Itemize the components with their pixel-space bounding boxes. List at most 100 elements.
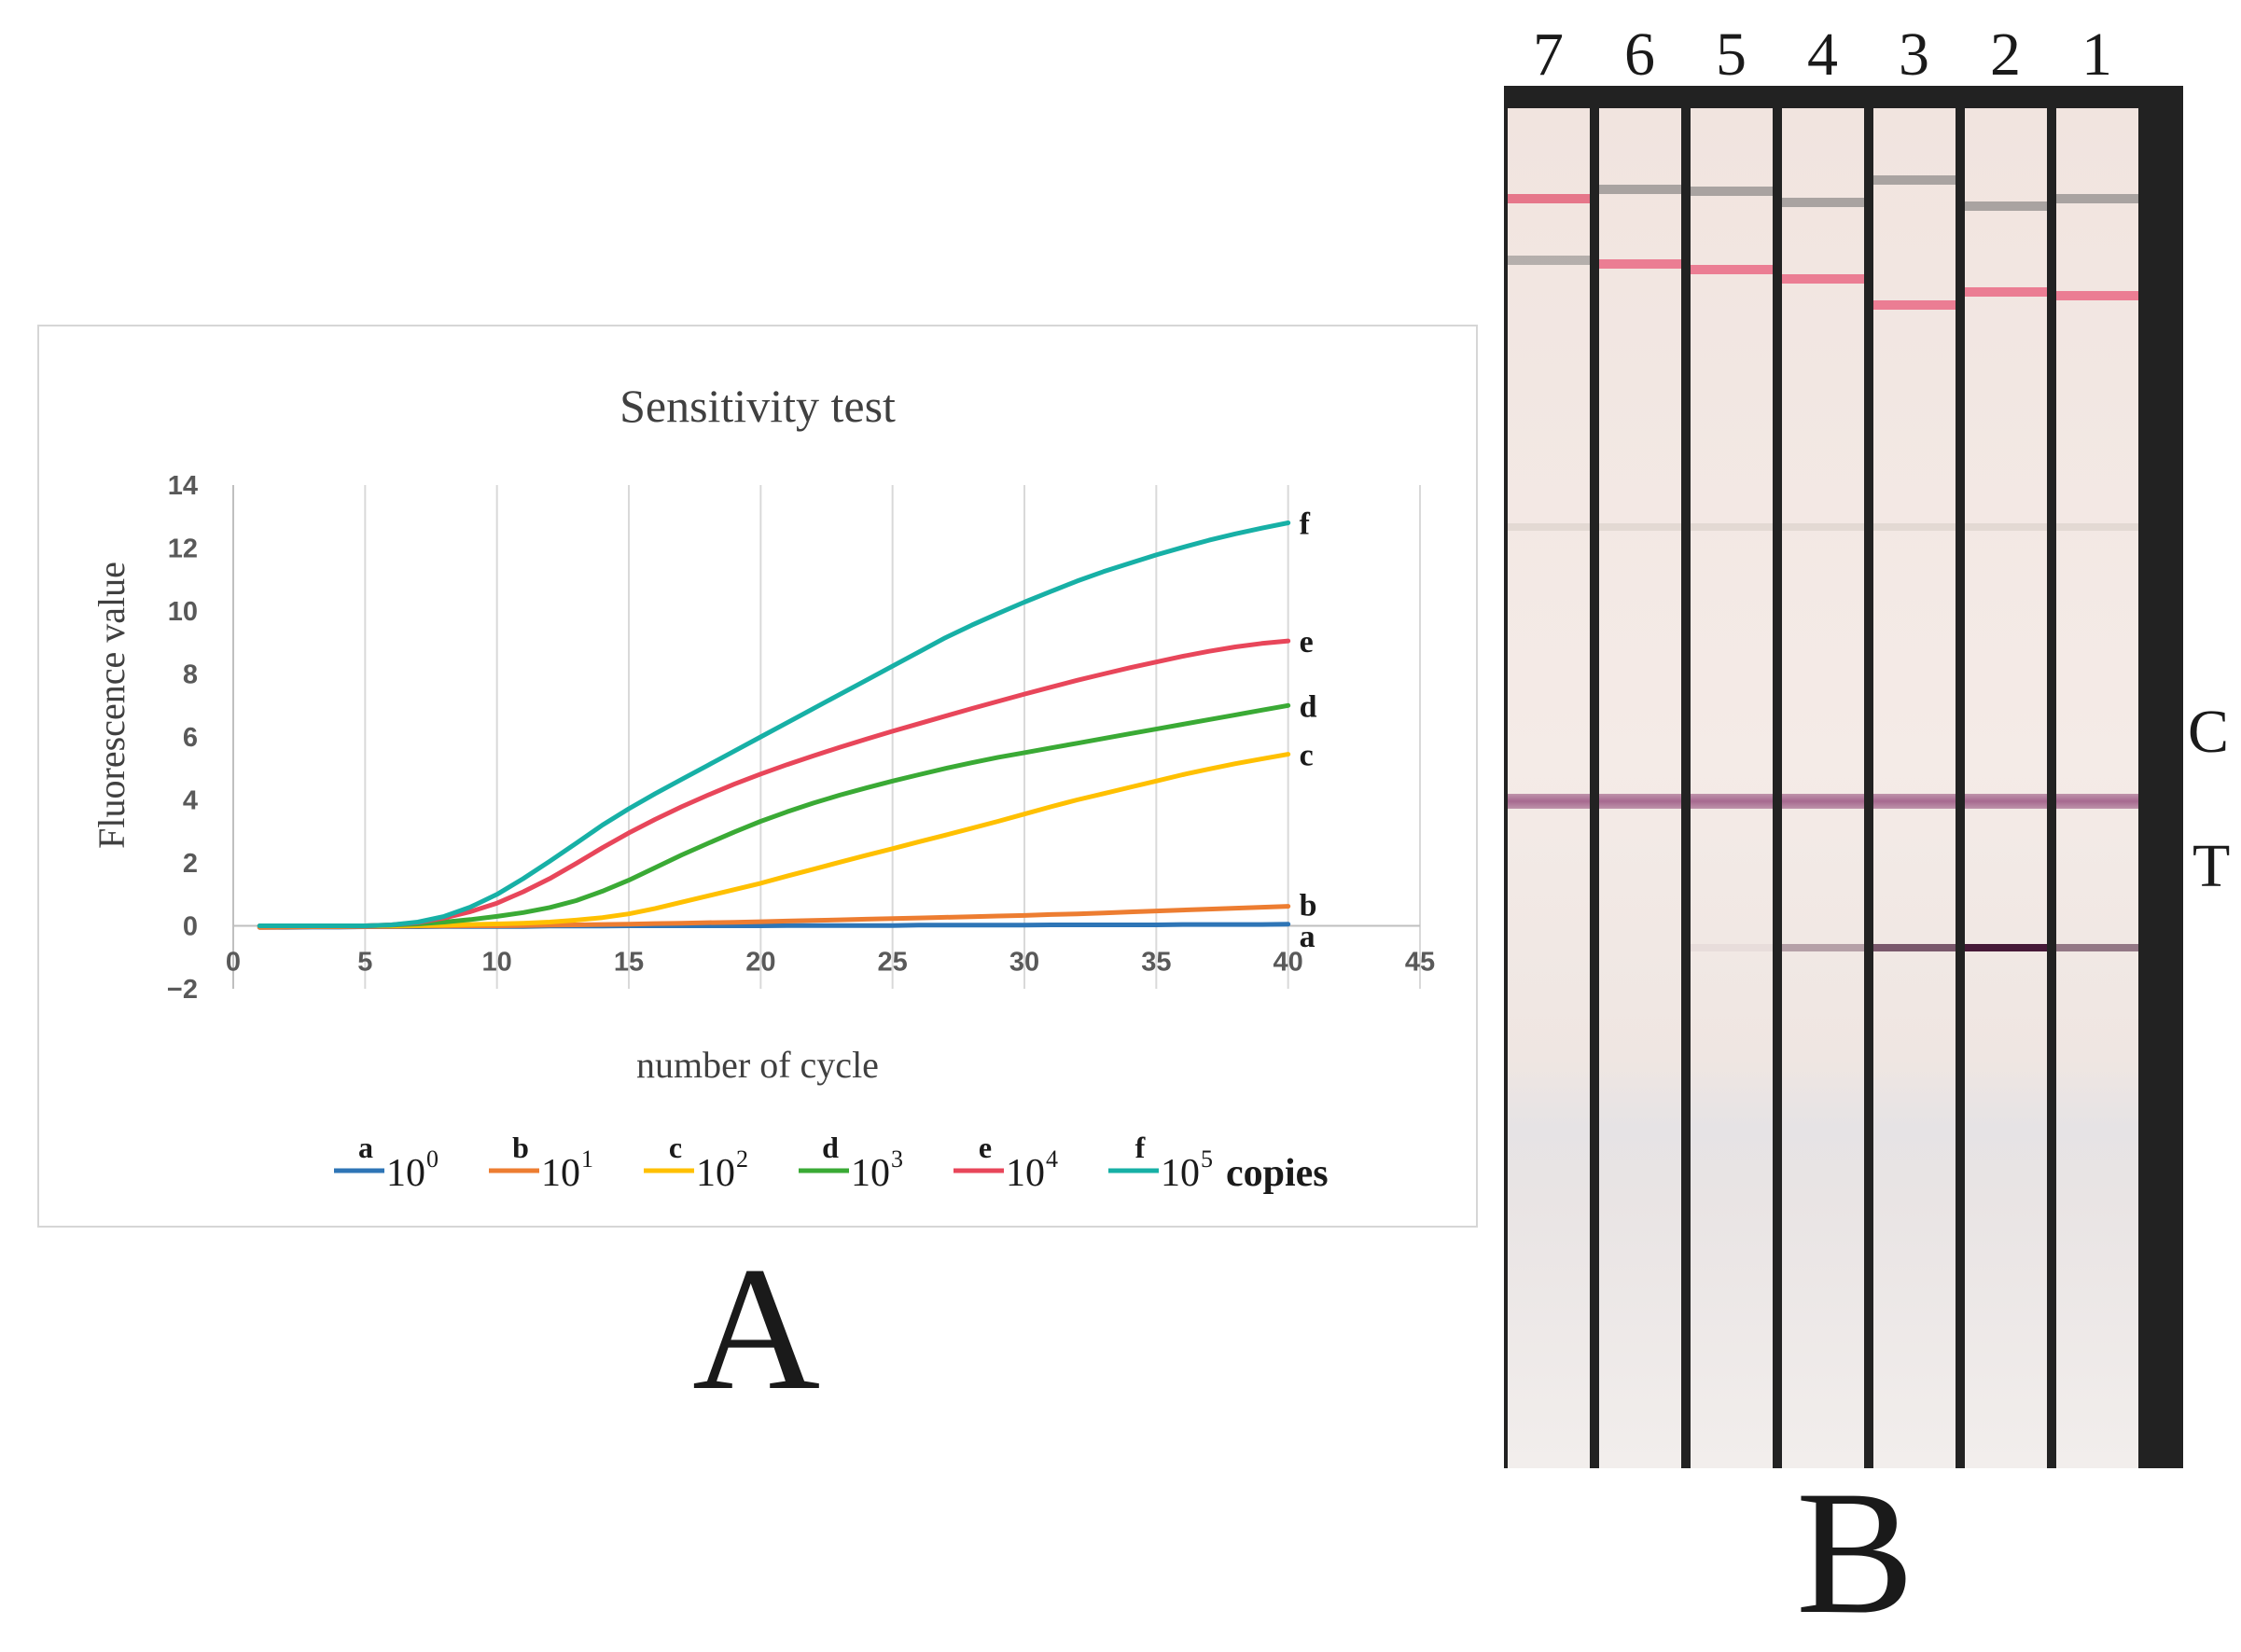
legend-base-d: 10 xyxy=(851,1152,890,1195)
membrane-fold xyxy=(2056,523,2138,531)
series-line-f xyxy=(257,521,1291,928)
x-tick-label: 5 xyxy=(357,948,372,978)
series-line-d xyxy=(257,702,1291,928)
control-line-band xyxy=(2056,794,2138,809)
y-tick-label: 6 xyxy=(183,723,198,753)
legend-exponent-f: 5 xyxy=(1201,1145,1213,1173)
conjugate-pad-edge xyxy=(1599,259,1681,269)
y-tick-label: 12 xyxy=(168,534,198,564)
control-line-band xyxy=(1873,794,1956,809)
control-line-band xyxy=(1965,794,2047,809)
y-tick-label: 8 xyxy=(183,660,198,690)
series-lines xyxy=(257,521,1291,930)
panel-b-label: B xyxy=(1796,1455,1914,1651)
series-line-c xyxy=(257,752,1291,928)
lane-number-6: 6 xyxy=(1624,21,1655,89)
end-label-c: c xyxy=(1300,739,1314,773)
y-tick-label: −2 xyxy=(167,975,198,1005)
end-label-e: e xyxy=(1300,625,1314,659)
end-label-f: f xyxy=(1300,507,1311,542)
legend-suffix: copies xyxy=(1226,1152,1329,1195)
legend-base-e: 10 xyxy=(1006,1152,1045,1195)
x-axis-title: number of cycle xyxy=(636,1044,879,1086)
membrane-fold xyxy=(1965,523,2047,531)
series-end-labels: ab cde f xyxy=(1300,507,1317,954)
legend: a10 0 b10 1 c10 2 d10 3 e10 4 f10 5 copies xyxy=(334,1131,1329,1195)
strip-lane-5 xyxy=(1691,108,1773,1468)
sample-pad-edge xyxy=(1599,185,1681,194)
legend-exponent-c: 2 xyxy=(736,1145,748,1173)
lane-number-5: 5 xyxy=(1716,21,1747,89)
legend-letter-f: f xyxy=(1135,1131,1146,1164)
y-tick-label: 10 xyxy=(168,597,198,627)
strip-lane-6 xyxy=(1599,108,1681,1468)
strip-lane-1 xyxy=(2056,108,2138,1468)
lateral-flow-strips-photo xyxy=(1504,86,2183,1468)
lane-number-3: 3 xyxy=(1899,21,1929,89)
control-line-band xyxy=(1599,794,1681,809)
lane-number-2: 2 xyxy=(1990,21,2021,89)
control-line-band xyxy=(1508,794,1590,809)
sample-pad-edge xyxy=(1691,187,1773,196)
legend-exponent-e: 4 xyxy=(1046,1145,1058,1173)
x-tick-label: 15 xyxy=(614,948,644,978)
panel-a-label: A xyxy=(692,1231,821,1427)
membrane-fold xyxy=(1508,523,1590,531)
test-line-band xyxy=(1782,944,1864,951)
legend-base-f: 10 xyxy=(1161,1152,1200,1195)
sample-pad-edge xyxy=(1873,175,1956,185)
y-tick-label: 0 xyxy=(183,912,198,942)
legend-exponent-d: 3 xyxy=(891,1145,903,1173)
strip-lane-3 xyxy=(1873,108,1956,1468)
conjugate-pad-edge xyxy=(1873,300,1956,310)
sample-pad-edge xyxy=(1782,198,1864,207)
test-line-band xyxy=(2056,944,2138,951)
conjugate-pad-edge xyxy=(1782,274,1864,284)
strip-lane-2 xyxy=(1965,108,2047,1468)
x-tick-label: 40 xyxy=(1274,948,1303,978)
membrane-fold xyxy=(1599,523,1681,531)
conjugate-pad-edge xyxy=(1965,287,2047,297)
legend-letter-c: c xyxy=(669,1131,682,1164)
sample-pad-edge xyxy=(1508,194,1590,203)
lane-number-7: 7 xyxy=(1533,21,1564,89)
legend-base-b: 10 xyxy=(541,1152,580,1195)
end-label-d: d xyxy=(1300,689,1317,724)
end-label-a: a xyxy=(1300,920,1315,954)
test-line-label: T xyxy=(2192,832,2231,900)
x-tick-label: 25 xyxy=(878,948,908,978)
conjugate-pad-edge xyxy=(1691,265,1773,274)
legend-exponent-b: 1 xyxy=(581,1145,593,1173)
strip-lane-4 xyxy=(1782,108,1864,1468)
legend-letter-b: b xyxy=(512,1131,529,1164)
lane-number-1: 1 xyxy=(2081,21,2112,89)
legend-base-c: 10 xyxy=(696,1152,735,1195)
chart-title: Sensitivity test xyxy=(619,380,896,432)
membrane-fold xyxy=(1873,523,1956,531)
membrane-fold xyxy=(1782,523,1864,531)
end-label-b: b xyxy=(1300,889,1317,923)
x-tick-label: 10 xyxy=(482,948,512,978)
x-tick-label: 30 xyxy=(1009,948,1039,978)
test-line-band xyxy=(1965,944,2047,951)
x-tick-label: 0 xyxy=(226,948,241,978)
test-line-band xyxy=(1691,944,1773,951)
y-axis-title: Fluorescence value xyxy=(90,562,132,849)
test-line-band xyxy=(1873,944,1956,951)
legend-letter-a: a xyxy=(358,1131,373,1164)
lane-number-4: 4 xyxy=(1807,21,1838,89)
y-tick-label: 2 xyxy=(183,849,198,879)
control-line-band xyxy=(1691,794,1773,809)
control-line-label: C xyxy=(2188,698,2230,766)
x-tick-label: 20 xyxy=(745,948,775,978)
x-tick-label: 35 xyxy=(1141,948,1171,978)
legend-letter-e: e xyxy=(979,1131,992,1164)
grid-lines xyxy=(364,485,1421,989)
conjugate-pad-edge xyxy=(2056,291,2138,300)
strip-lane-7 xyxy=(1508,108,1590,1468)
y-tick-label: 4 xyxy=(183,786,198,816)
legend-base-a: 10 xyxy=(386,1152,425,1195)
y-tick-label: 14 xyxy=(168,471,198,501)
legend-letter-d: d xyxy=(822,1131,839,1164)
